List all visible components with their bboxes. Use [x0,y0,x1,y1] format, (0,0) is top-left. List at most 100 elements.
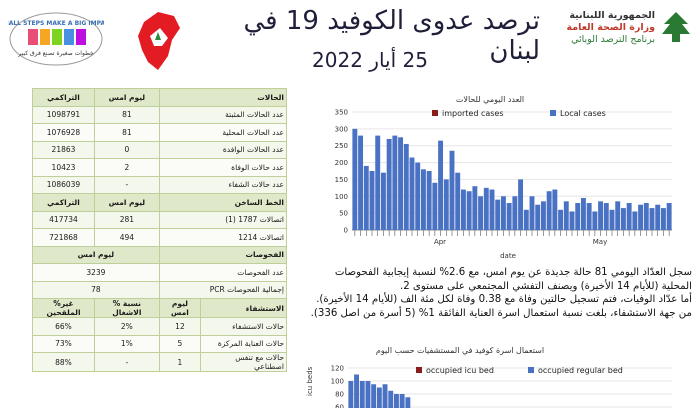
regular-bed-bar [359,381,365,408]
y-tick-label: 50 [339,210,348,218]
table-cell: 21863 [32,140,95,159]
local-cases-bar [643,203,649,230]
local-cases-bar [375,135,381,230]
local-cases-bar [569,211,575,230]
local-cases-bar [655,204,661,230]
table-row: 3239 عدد الفحوصات [32,263,288,282]
chart1-xlabel: date [500,252,516,260]
table-header-cell: التراكمي [32,88,95,107]
y-tick-label: 300 [335,125,348,133]
legend-local-swatch [550,110,556,116]
table-row: 1076928 81 عدد الحالات المحلية [32,123,288,142]
regular-bed-bar [394,394,399,408]
table-cell: 1 [158,352,202,372]
table-cell: - [93,175,160,194]
table-row: 721868 494 اتصالات 1214 [32,228,288,247]
table-header-cell: %غير الملقحين [32,298,95,318]
legend-imported-swatch [432,110,438,116]
local-cases-bar [523,209,529,230]
local-cases-bar [592,211,598,230]
table-cell: - [93,352,160,372]
table-cell: 12 [158,317,202,336]
table-cell: 494 [93,228,160,247]
table-cell: اتصالات 1787 (1) [158,210,288,229]
local-cases-bar [386,138,392,230]
regular-bed-bar [388,390,394,408]
local-cases-bar [352,128,358,230]
table-cell: 1% [93,334,160,353]
table-cell: عدد الحالات المحلية [158,123,288,142]
table-cell: حالات العناية المركزة [200,334,287,353]
chart2-title: استعمال اسرة كوفيد في المستشفيات حسب الي… [376,346,544,355]
table-cell: 1098791 [32,105,95,124]
table-header-cell: الاستشفاء [200,298,287,318]
table-header-cell: ليوم امس [93,88,160,107]
local-cases-bar [495,199,501,230]
y-tick-label: 120 [331,365,344,373]
local-cases-bar [558,209,564,230]
chart1-title: العدد اليومي للحالات [456,95,524,104]
campaign-sub: خطوات صغيرة تصنع فرق كبير [17,50,94,57]
local-cases-bar [466,191,472,230]
local-cases-bar [483,187,489,230]
local-cases-bar [575,203,581,230]
local-cases-bar [518,179,524,230]
local-cases-bar [609,209,615,230]
y-tick-label: 100 [331,378,344,386]
y-tick-label: 350 [335,109,348,117]
daily-cases-chart: العدد اليومي للحالات 0 50 100 150 200 250 300 3… [335,95,672,260]
table-header-cell: ليوم امس [158,298,202,318]
table-header-cell: التراكمي [32,193,95,212]
local-cases-bar [392,135,398,230]
local-cases-bar [438,140,444,230]
legend-imported-label: imported cases [442,109,504,118]
local-cases-bar [580,197,586,230]
table-cell: عدد الحالات الوافدة [158,140,288,159]
table-cell: اتصالات 1214 [158,228,288,247]
local-cases-bar [552,189,558,230]
local-cases-bar [380,172,386,230]
table-cell: 81 [93,123,160,142]
table-cell: 10423 [32,158,95,177]
local-cases-bar [563,201,569,230]
local-cases-bar [455,172,461,230]
local-cases-bar [529,196,535,230]
local-cases-bar [649,208,655,230]
table-header-cell: الحالات [158,88,288,107]
table-cell: 5 [158,334,202,353]
y-tick-label: 0 [344,227,348,235]
ministry-line-2: وزارة الصحة العامة [566,22,655,33]
hospital-beds-chart: استعمال اسرة كوفيد في المستشفيات حسب الي… [306,346,672,408]
local-cases-bar [598,201,604,230]
ministry-block: الجمهورية اللبنانية وزارة الصحة العامة ب… [555,10,655,46]
local-cases-bar [512,196,518,230]
table-cell: 88% [32,352,95,372]
local-cases-bar [506,203,512,230]
table-cell: 3239 [32,263,160,282]
table-header-cell: ليوم امس [32,245,160,264]
y-tick-label: 100 [335,193,348,201]
ministry-line-3: برنامج الترصد الوبائي [571,34,655,45]
local-cases-bar [603,203,609,230]
regular-bed-bar [405,397,411,408]
table-cell: عدد حالات الوفاة [158,158,288,177]
local-cases-bar [535,204,541,230]
y-tick-label: 200 [335,159,348,167]
y-tick-label: 60 [335,404,344,408]
table-cell: 281 [93,210,160,229]
local-cases-bar [472,186,478,230]
local-cases-bar [586,203,592,230]
local-cases-bar [478,196,484,230]
local-cases-bar [660,208,666,230]
table-section-header: %غير الملقحين% نسبة الاشغال ليوم امس الاست… [32,298,287,318]
table-row: 78 إجمالية الفحوصات PCR [32,280,288,299]
table-cell: عدد حالات الشفاء [158,175,288,194]
local-cases-bar [358,135,364,230]
page-title: ترصد عدوى الكوفيد 19 في لبنان [243,6,541,66]
regular-bed-bar [371,384,377,408]
local-cases-bar [546,191,552,230]
local-cases-bar [620,208,626,230]
table-cell: 73% [32,334,95,353]
local-cases-bar [460,189,466,230]
svg-text:SMALL STEPS MAKE A BIG IMPACT: SMALL STEPS MAKE A BIG IMPACT [8,20,104,27]
